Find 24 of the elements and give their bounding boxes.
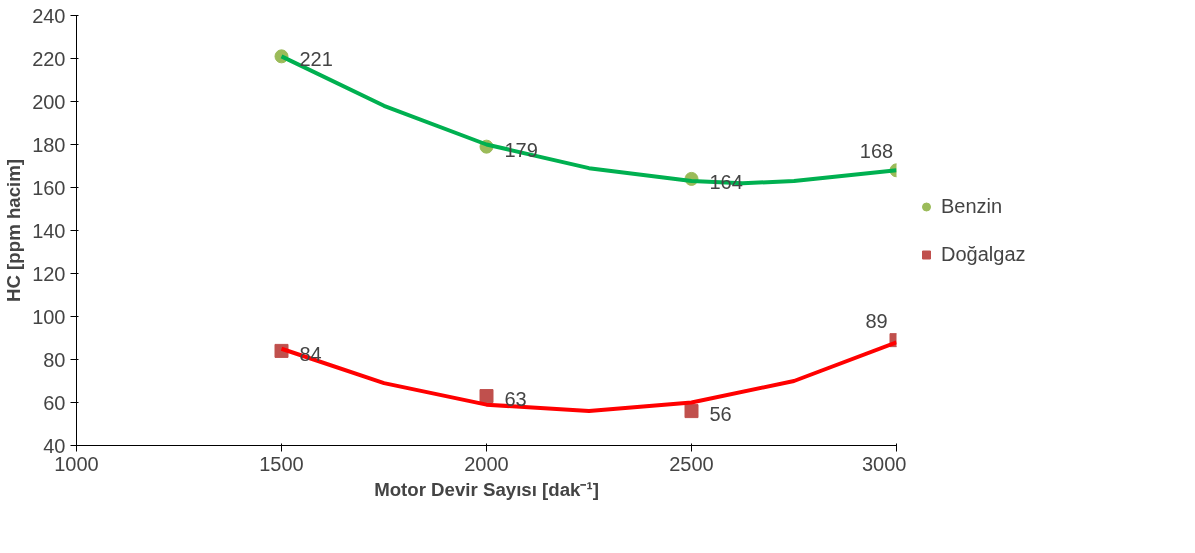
- y-tick-label: 100: [32, 305, 66, 328]
- data-label: 168: [859, 140, 894, 163]
- point: [479, 389, 494, 404]
- data-label: 221: [299, 48, 333, 71]
- y-tick-label: 140: [32, 219, 66, 242]
- x-axis-title: Motor Devir Sayısı [dak⁻¹]: [374, 478, 599, 500]
- data-label: 56: [709, 403, 732, 426]
- x-tick-label: 1500: [259, 452, 304, 475]
- y-tick-label: 80: [43, 348, 66, 371]
- point: [684, 404, 699, 419]
- legend-label: Doğalgaz: [941, 242, 1026, 266]
- y-tick-label: 160: [32, 176, 66, 199]
- y-tick-label: 120: [32, 262, 66, 285]
- legend-label: Benzin: [941, 194, 1003, 218]
- x-tick-label: 3000: [862, 452, 907, 475]
- x-tick-label: 2000: [464, 452, 509, 475]
- y-tick-label: 180: [32, 133, 66, 156]
- y-tick-label: 60: [43, 391, 66, 414]
- y-tick-label: 240: [32, 4, 66, 27]
- y-axis-title: HC [ppm hacim]: [3, 158, 25, 303]
- x-tick-label: 2500: [669, 452, 714, 475]
- data-label: 89: [865, 310, 888, 333]
- y-tick-label: 220: [32, 47, 66, 70]
- y-tick-label: 200: [32, 90, 66, 113]
